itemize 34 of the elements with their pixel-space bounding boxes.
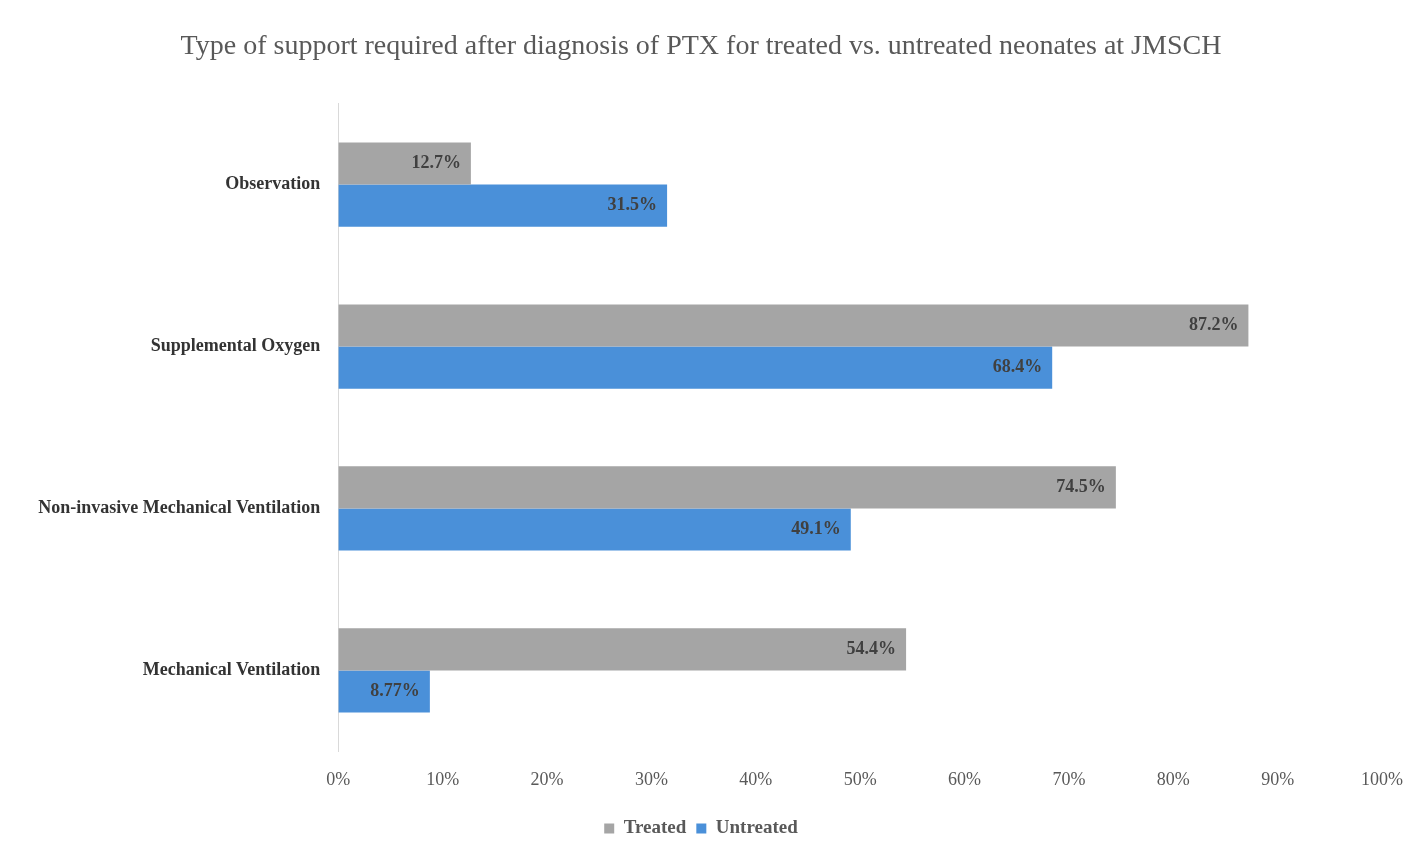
x-tick-label: 80% [1156, 768, 1190, 789]
data-label: 87.2% [1188, 314, 1239, 335]
bar [338, 670, 430, 713]
y-tick-label: Mechanical Ventilation [142, 659, 321, 680]
bar [338, 304, 1249, 347]
bar [338, 184, 668, 227]
x-tick-label: 20% [530, 768, 564, 789]
chart-title: Type of support required after diagnosis of PTX for treated vs. untreated neonates at JMSCH [180, 29, 1222, 61]
bar [338, 466, 1116, 509]
x-tick-label: 100% [1361, 768, 1403, 789]
x-tick-label: 90% [1261, 768, 1295, 789]
legend-label: Treated [623, 816, 687, 838]
x-tick-label: 70% [1052, 768, 1086, 789]
data-label: 68.4% [992, 356, 1043, 377]
y-tick-label: Non-invasive Mechanical Ventilation [38, 497, 321, 518]
bar [338, 142, 471, 185]
legend-label: Untreated [715, 816, 799, 838]
x-tick-label: 30% [634, 768, 668, 789]
data-label: 31.5% [607, 194, 658, 215]
data-label: 54.4% [846, 638, 897, 659]
x-tick-label: 50% [843, 768, 877, 789]
x-tick-label: 0% [326, 768, 351, 789]
bar [338, 628, 907, 671]
x-tick-label: 40% [739, 768, 773, 789]
x-tick-label: 60% [948, 768, 982, 789]
y-tick-label: Observation [225, 173, 321, 194]
data-label: 49.1% [791, 518, 841, 539]
data-label: 8.77% [370, 680, 420, 701]
y-tick-label: Supplemental Oxygen [150, 335, 321, 356]
x-tick-label: 10% [426, 768, 460, 789]
data-label: 12.7% [411, 152, 461, 173]
bar [338, 346, 1053, 389]
bar [338, 508, 851, 551]
data-label: 74.5% [1056, 476, 1106, 497]
